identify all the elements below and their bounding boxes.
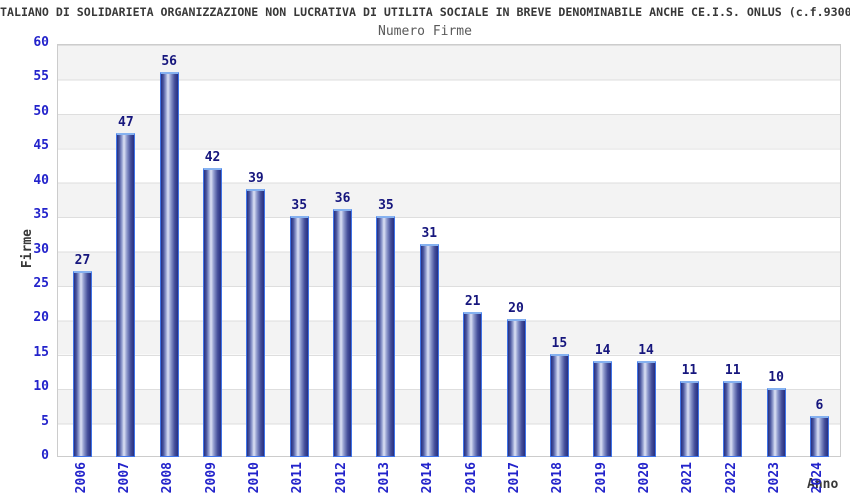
x-axis-tick-label: 2008 (160, 462, 176, 494)
y-axis-tick-label: 0 (41, 448, 49, 463)
bar-value-label: 39 (248, 171, 264, 186)
x-axis-tick-label: 2016 (463, 462, 479, 494)
bar-value-label: 14 (638, 343, 654, 358)
bar-value-label: 35 (291, 198, 308, 213)
bar (463, 312, 483, 457)
bar (289, 216, 309, 457)
bar (723, 381, 743, 457)
bar-value-label: 47 (118, 115, 134, 130)
bar (679, 381, 699, 457)
bar-value-label: 35 (378, 198, 394, 213)
x-axis-tick-label: 2023 (767, 462, 783, 494)
x-axis-tick-label: 2022 (723, 462, 739, 494)
x-axis-tick-label: 2007 (116, 462, 132, 494)
bar-value-label: 36 (334, 191, 351, 206)
y-axis-tick-label: 5 (41, 413, 49, 429)
bar-value-label: 6 (815, 398, 824, 413)
bar-value-label: 20 (508, 301, 524, 316)
y-axis-tick-label: 45 (33, 138, 49, 154)
bar (159, 72, 179, 457)
bar-value-label: 27 (74, 253, 91, 268)
bar (116, 133, 136, 457)
x-axis-tick-label: 2014 (420, 462, 436, 494)
y-axis-tick-label: 40 (33, 172, 49, 188)
x-axis-tick-label: 2021 (680, 462, 696, 494)
bar (593, 361, 613, 457)
bar-value-label: 14 (594, 343, 611, 358)
x-axis-tick-label: 2017 (507, 462, 522, 494)
bar-value-label: 10 (768, 370, 784, 385)
bar (809, 416, 829, 457)
y-axis-tick-label: 60 (33, 35, 49, 50)
x-axis-tick-label: 2024 (810, 462, 826, 494)
bar (203, 168, 223, 457)
x-axis-tick-label: 2019 (593, 462, 609, 494)
x-axis-tick-label: 2013 (376, 462, 392, 494)
bar (419, 244, 439, 457)
x-axis-tick-label: 2020 (637, 462, 653, 494)
bar (333, 209, 353, 457)
x-axis-tick-label: 2006 (73, 462, 89, 494)
chart-window-title: TALIANO DI SOLIDARIETA ORGANIZZAZIONE NO… (0, 5, 850, 19)
y-axis-tick-label: 10 (33, 379, 49, 395)
y-axis-tick-label: 25 (33, 275, 49, 291)
bar (506, 319, 526, 457)
x-axis-tick-label: 2009 (203, 462, 219, 494)
y-axis-tick-label: 50 (33, 103, 49, 119)
bar (766, 388, 786, 457)
x-axis-tick-label: 2011 (290, 462, 306, 494)
bar (376, 216, 396, 457)
bar (549, 354, 569, 457)
bar-value-label: 15 (551, 336, 568, 351)
plot-area (57, 44, 841, 457)
bar-value-label: 21 (464, 294, 481, 309)
x-axis-tick-label: 2018 (550, 462, 566, 494)
bar-value-label: 56 (161, 54, 178, 69)
x-axis-title: Anno (807, 477, 839, 492)
chart-title: Numero Firme (378, 24, 472, 39)
bar (73, 271, 92, 457)
bar-value-label: 11 (724, 363, 741, 378)
bar (636, 361, 656, 457)
y-axis-tick-label: 15 (33, 344, 49, 360)
bar-value-label: 42 (204, 150, 221, 165)
y-axis-tick-label: 30 (33, 241, 49, 257)
y-axis-tick-label: 35 (33, 207, 49, 223)
y-axis-tick-label: 55 (33, 69, 49, 85)
x-axis-tick-label: 2010 (246, 462, 262, 494)
y-axis-tick-label: 20 (33, 310, 49, 326)
bar-value-label: 31 (421, 226, 438, 241)
bar-value-label: 11 (681, 363, 698, 378)
bar (246, 189, 266, 457)
x-axis-tick-label: 2012 (333, 462, 349, 494)
